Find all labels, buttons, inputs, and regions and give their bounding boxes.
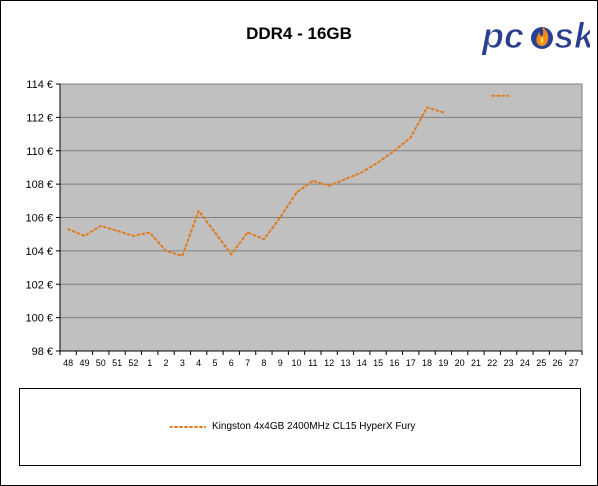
x-tick-label: 22: [487, 358, 497, 368]
x-tick-label: 7: [245, 358, 250, 368]
x-tick-label: 3: [180, 358, 185, 368]
x-tick-label: 13: [340, 358, 350, 368]
svg-text:sk: sk: [554, 15, 590, 56]
x-tick-label: 19: [438, 358, 448, 368]
y-tick-label: 114 €: [26, 79, 53, 91]
data-point: [83, 235, 86, 237]
data-point: [295, 191, 298, 194]
data-point: [132, 235, 135, 237]
data-point: [67, 228, 69, 230]
data-point: [246, 231, 249, 234]
data-point: [116, 230, 118, 232]
x-tick-label: 24: [520, 358, 530, 368]
x-tick-label: 14: [357, 358, 367, 368]
data-point: [328, 185, 330, 187]
x-tick-label: 48: [63, 358, 73, 368]
chart-title: DDR4 - 16GB: [246, 24, 352, 43]
legend-entry: Kingston 4x4GB 2400MHz CL15 HyperX Fury: [170, 421, 415, 432]
data-point: [198, 210, 200, 212]
data-point: [377, 161, 379, 164]
flame-logo-icon: [531, 26, 553, 49]
y-tick-label: 102 €: [25, 279, 53, 291]
data-point: [312, 180, 314, 182]
y-tick-label: 112 €: [26, 112, 53, 124]
y-tick-label: 104 €: [25, 246, 53, 258]
data-point: [100, 225, 102, 227]
x-tick-label: 2: [164, 358, 169, 368]
data-point: [507, 95, 510, 97]
y-tick-label: 100 €: [25, 313, 53, 325]
x-tick-label: 52: [128, 358, 138, 368]
x-tick-label: 5: [212, 358, 217, 368]
data-point: [230, 253, 232, 255]
x-tick-label: 25: [536, 358, 546, 368]
data-point: [165, 250, 167, 252]
data-point: [491, 95, 493, 97]
y-tick-label: 108 €: [25, 179, 53, 191]
y-tick-label: 110 €: [26, 146, 53, 158]
series-line: [67, 106, 445, 258]
x-tick-label: 4: [196, 358, 201, 368]
x-tick-label: 16: [389, 358, 399, 368]
x-tick-label: 23: [504, 358, 514, 368]
y-tick-label: 106 €: [25, 213, 53, 225]
x-tick-label: 21: [471, 358, 481, 368]
x-tick-label: 11: [308, 358, 317, 368]
x-axis: 48 49 50 51 52 1 2 3 4 5 6 7 8 9 10 11 12 13 14 15 16 17 18 19 2…: [59, 350, 583, 368]
data-point: [442, 111, 444, 113]
data-point: [426, 106, 428, 108]
x-tick-label: 15: [373, 358, 383, 368]
legend-swatch: [170, 425, 206, 428]
x-tick-label: 50: [96, 358, 106, 368]
x-tick-label: 18: [422, 358, 432, 368]
x-tick-label: 6: [229, 358, 234, 368]
data-point: [410, 136, 412, 138]
data-point: [214, 231, 216, 234]
x-tick-label: 12: [324, 358, 334, 368]
x-tick-label: 9: [278, 358, 283, 368]
x-tick-label: 1: [147, 358, 152, 368]
y-tick-label: 98 €: [32, 346, 53, 358]
x-tick-label: 17: [406, 358, 416, 368]
data-point: [361, 171, 363, 174]
x-tick-label: 10: [292, 358, 302, 368]
x-tick-label: 51: [112, 358, 122, 368]
x-tick-label: 27: [569, 358, 579, 368]
legend-label: Kingston 4x4GB 2400MHz CL15 HyperX Fury: [212, 421, 416, 432]
series-layer: [67, 94, 510, 258]
data-point: [344, 178, 347, 180]
svg-text:pc: pc: [481, 15, 524, 56]
data-point: [393, 150, 396, 152]
x-tick-label: 49: [79, 358, 89, 368]
data-point: [149, 231, 151, 234]
legend: Kingston 4x4GB 2400MHz CL15 HyperX Fury: [19, 388, 581, 466]
x-tick-label: 8: [261, 358, 266, 368]
x-tick-label: 20: [455, 358, 465, 368]
x-tick-label: 26: [553, 358, 563, 368]
y-axis: 98 € 100 € 102 € 104 € 106 € 108 € 110 € 112 € 1…: [25, 79, 61, 358]
data-point: [181, 255, 183, 257]
pcosk-logo: pc sk: [481, 15, 591, 57]
data-point: [279, 216, 281, 219]
data-point: [263, 238, 265, 240]
